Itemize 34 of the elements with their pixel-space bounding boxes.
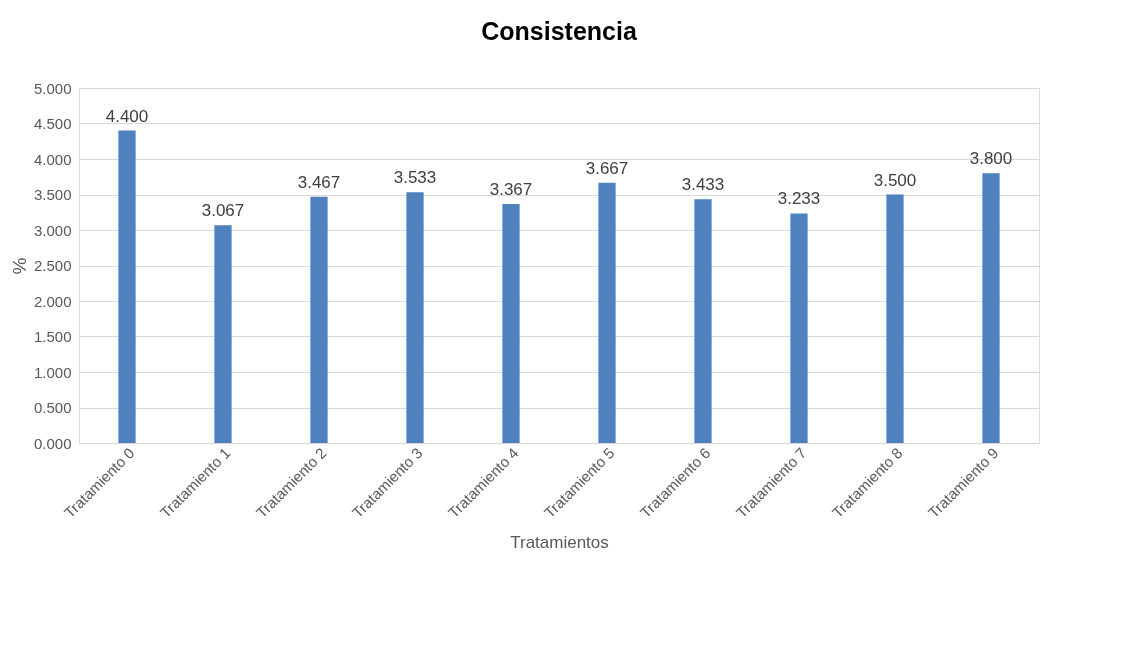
y-tick-label: 5.000: [33, 79, 72, 97]
y-tick-label: 1.500: [33, 328, 72, 345]
x-axis-title: Tratamientos: [510, 533, 609, 553]
bar: [502, 203, 520, 443]
bar: [886, 194, 904, 443]
bar: [118, 130, 136, 443]
bar: [790, 213, 808, 443]
y-axis-title: %: [8, 257, 30, 275]
bar: [982, 173, 1000, 443]
y-tick-label: 3.000: [33, 221, 72, 239]
bar: [310, 196, 328, 443]
bar: [598, 182, 616, 443]
y-tick-label: 2.500: [33, 257, 72, 274]
bar: [694, 199, 712, 443]
data-label: 3.067: [201, 201, 245, 221]
bar: [214, 225, 232, 443]
y-tick-label: 0.000: [33, 434, 72, 452]
y-tick-label: 1.000: [33, 363, 72, 381]
y-tick-label: 4.500: [33, 115, 72, 132]
data-label: 3.800: [969, 149, 1013, 169]
bar: [406, 192, 424, 443]
y-tick-label: 3.500: [33, 186, 72, 203]
data-label: 3.233: [777, 189, 821, 209]
data-label: 3.433: [681, 175, 725, 195]
data-label: 4.400: [105, 106, 149, 126]
y-tick-label: 2.000: [33, 292, 72, 310]
data-label: 3.667: [585, 158, 629, 178]
data-label: 3.467: [297, 172, 341, 192]
data-label: 3.500: [873, 170, 917, 190]
data-label: 3.533: [393, 168, 437, 188]
chart-title: Consistencia: [481, 17, 638, 45]
y-tick-label: 4.000: [33, 150, 72, 168]
y-tick-label: 0.500: [33, 399, 72, 416]
data-label: 3.367: [489, 179, 533, 199]
